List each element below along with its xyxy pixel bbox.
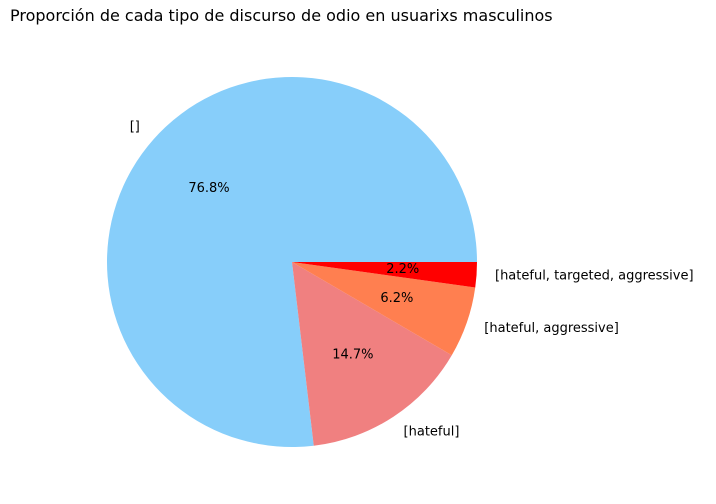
pie-category-label: [hateful, targeted, aggressive] — [495, 269, 694, 284]
pie-pct-label: 76.8% — [188, 181, 229, 196]
pie-pct-label: 2.2% — [386, 262, 419, 277]
chart-title: Proporción de cada tipo de discurso de o… — [10, 6, 553, 25]
pie-category-label: [hateful] — [404, 425, 460, 440]
pie-slice-hateful-targeted-aggressive — [292, 262, 477, 288]
pie-slice-hateful — [292, 262, 452, 446]
pie-slice-hateful-aggressive — [292, 262, 476, 356]
pie-pct-label: 14.7% — [332, 347, 373, 362]
pie-category-label: [hateful, aggressive] — [484, 321, 619, 336]
pie-category-label: [] — [130, 119, 140, 134]
pie-pct-label: 6.2% — [380, 291, 413, 306]
